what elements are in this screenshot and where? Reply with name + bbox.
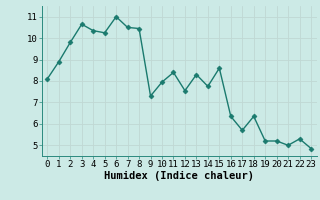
X-axis label: Humidex (Indice chaleur): Humidex (Indice chaleur) — [104, 171, 254, 181]
